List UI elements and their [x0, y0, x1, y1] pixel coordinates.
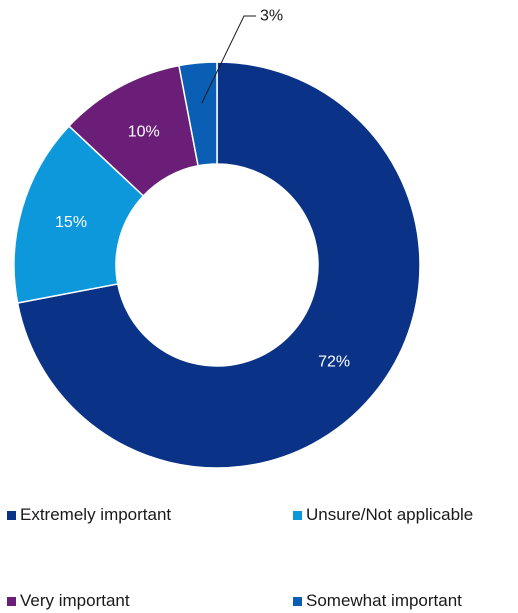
- legend-label-somewhat-important: Somewhat important: [306, 591, 462, 610]
- slice-extremely-important: [16, 61, 421, 469]
- legend-label-extremely-important: Extremely important: [20, 505, 172, 524]
- donut-slices: [13, 61, 421, 469]
- legend-swatch-unsure-not-applicable: [293, 510, 302, 520]
- legend-label-very-important: Very important: [20, 591, 130, 610]
- legend-label-unsure-not-applicable: Unsure/Not applicable: [306, 505, 474, 524]
- legend-swatch-very-important: [7, 596, 16, 606]
- slice-label-extremely-important: 72%: [318, 353, 350, 370]
- donut-chart: 72% 15% 10% 3%: [13, 8, 421, 469]
- legend-item-very-important: Very important: [7, 591, 130, 611]
- slice-unsure-not-applicable: [13, 124, 145, 304]
- slice-label-very-important: 10%: [128, 123, 160, 140]
- slice-somewhat-important: [178, 61, 218, 167]
- legend-swatch-extremely-important: [7, 510, 16, 520]
- legend-swatch-somewhat-important: [293, 596, 302, 606]
- legend-item-somewhat-important: Somewhat important: [293, 591, 462, 611]
- slice-label-somewhat-important: 3%: [260, 8, 283, 25]
- callout-line-somewhat-important: [201, 15, 256, 104]
- donut-labels: 72% 15% 10% 3%: [55, 8, 350, 371]
- legend-item-unsure-not-applicable: Unsure/Not applicable: [293, 505, 473, 525]
- legend-item-extremely-important: Extremely important: [7, 505, 171, 525]
- slice-label-unsure-not-applicable: 15%: [55, 214, 87, 231]
- legend: Extremely important Unsure/Not applicabl…: [0, 495, 518, 613]
